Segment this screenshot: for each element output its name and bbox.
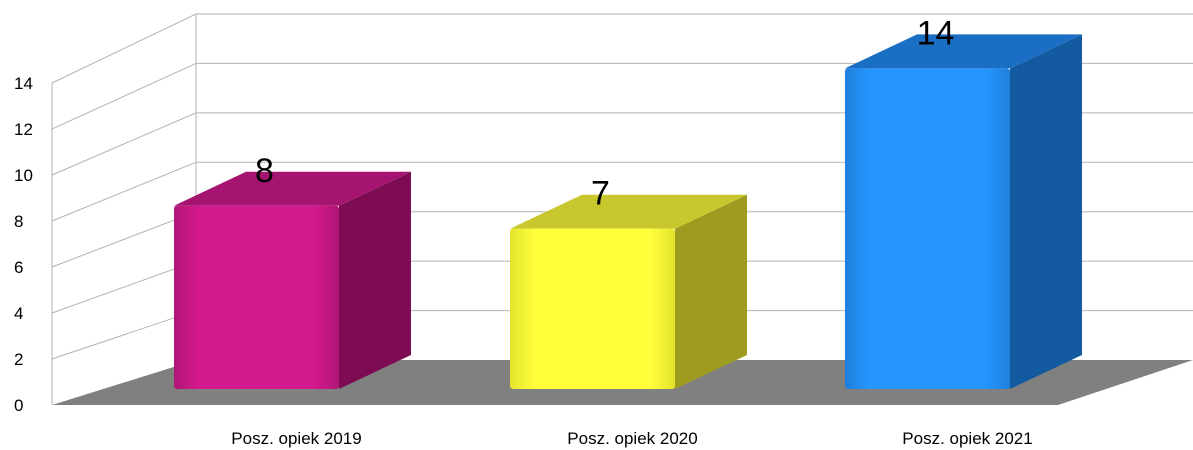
x-axis-categories: Posz. opiek 2019 Posz. opiek 2020 Posz. op… [231,429,1032,448]
bars [174,34,1082,390]
y-tick-label: 6 [14,258,23,277]
x-category-label: Posz. opiek 2020 [567,429,697,448]
bar-front [174,205,339,389]
y-tick-label: 4 [14,304,23,323]
bar-side [339,171,411,389]
bar-top [510,194,747,229]
gridline-side [51,161,197,222]
gridline-side [51,13,197,84]
gridline-side [51,211,197,268]
bar-top [845,34,1082,69]
bar-top [174,171,411,206]
bar-front [510,228,675,389]
gridline-side [51,62,197,130]
x-category-label: Posz. opiek 2019 [231,429,361,448]
bar [845,34,1082,390]
y-tick-label: 0 [14,396,23,415]
y-axis-ticks: 0 2 4 6 8 10 12 14 [14,74,33,415]
gridline-side [51,112,197,176]
bar [174,171,411,389]
data-label: 8 [255,152,274,190]
data-labels: 8 7 14 [255,14,954,212]
bar [510,194,747,389]
y-tick-label: 2 [14,350,23,369]
x-category-label: Posz. opiek 2021 [902,429,1032,448]
data-label: 14 [917,14,955,52]
data-label: 7 [591,175,610,213]
y-tick-label: 10 [14,166,33,185]
gridline-side [51,260,197,314]
y-tick-label: 12 [14,120,33,139]
bar-front [845,68,1010,390]
y-tick-label: 14 [14,74,33,93]
gridline-side [51,310,197,360]
bar-side [675,194,747,389]
y-tick-label: 8 [14,212,23,231]
bar-side [1010,34,1082,390]
